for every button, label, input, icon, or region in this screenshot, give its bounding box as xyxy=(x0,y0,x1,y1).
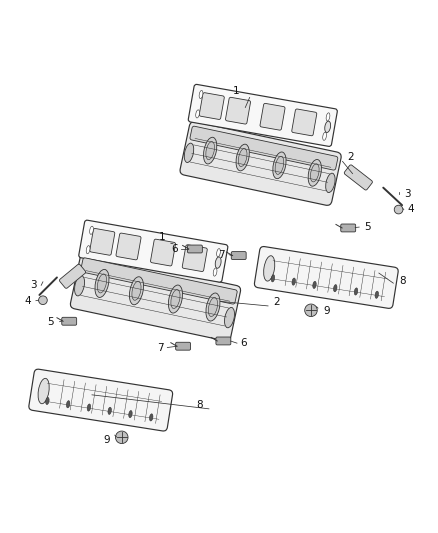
FancyBboxPatch shape xyxy=(176,342,191,350)
Text: 8: 8 xyxy=(399,276,406,286)
FancyBboxPatch shape xyxy=(231,252,246,260)
FancyBboxPatch shape xyxy=(341,224,356,232)
Ellipse shape xyxy=(238,149,247,166)
Ellipse shape xyxy=(394,205,403,214)
Ellipse shape xyxy=(184,143,194,163)
FancyBboxPatch shape xyxy=(60,264,86,288)
Ellipse shape xyxy=(375,291,378,298)
FancyBboxPatch shape xyxy=(71,253,240,341)
Ellipse shape xyxy=(264,256,275,281)
FancyBboxPatch shape xyxy=(260,103,285,130)
Ellipse shape xyxy=(326,173,335,192)
Ellipse shape xyxy=(236,144,249,171)
Ellipse shape xyxy=(97,274,106,293)
FancyBboxPatch shape xyxy=(199,93,224,119)
Ellipse shape xyxy=(87,404,91,411)
Ellipse shape xyxy=(213,268,217,276)
Ellipse shape xyxy=(271,274,275,282)
Text: 4: 4 xyxy=(407,204,414,214)
Ellipse shape xyxy=(90,226,93,235)
FancyBboxPatch shape xyxy=(188,84,337,147)
FancyBboxPatch shape xyxy=(187,245,202,253)
Text: 2: 2 xyxy=(273,297,280,308)
Ellipse shape xyxy=(129,410,132,418)
Ellipse shape xyxy=(325,121,331,133)
Ellipse shape xyxy=(308,159,321,186)
Text: 8: 8 xyxy=(196,400,203,410)
Ellipse shape xyxy=(311,164,319,182)
Ellipse shape xyxy=(275,156,284,174)
FancyBboxPatch shape xyxy=(180,122,341,205)
Ellipse shape xyxy=(67,401,70,408)
FancyBboxPatch shape xyxy=(182,245,207,271)
Ellipse shape xyxy=(217,248,220,257)
FancyBboxPatch shape xyxy=(216,337,231,345)
FancyBboxPatch shape xyxy=(190,126,338,170)
Ellipse shape xyxy=(215,257,221,268)
Ellipse shape xyxy=(354,288,358,295)
FancyBboxPatch shape xyxy=(254,247,398,309)
Text: 1: 1 xyxy=(233,86,240,96)
Ellipse shape xyxy=(305,304,317,317)
FancyBboxPatch shape xyxy=(79,220,228,282)
Ellipse shape xyxy=(149,414,153,421)
Text: 7: 7 xyxy=(218,249,225,260)
Ellipse shape xyxy=(333,285,337,292)
Text: 3: 3 xyxy=(30,280,37,290)
Ellipse shape xyxy=(292,278,296,285)
Text: 9: 9 xyxy=(103,435,110,446)
Text: 7: 7 xyxy=(157,343,164,352)
FancyBboxPatch shape xyxy=(151,239,176,266)
Text: 1: 1 xyxy=(159,232,166,242)
Ellipse shape xyxy=(108,407,111,414)
FancyBboxPatch shape xyxy=(292,109,317,136)
Ellipse shape xyxy=(326,113,330,121)
Text: 3: 3 xyxy=(404,189,411,199)
FancyBboxPatch shape xyxy=(344,165,372,190)
FancyBboxPatch shape xyxy=(62,317,77,325)
Ellipse shape xyxy=(116,431,128,443)
FancyBboxPatch shape xyxy=(90,229,115,255)
Text: 6: 6 xyxy=(171,244,178,254)
Ellipse shape xyxy=(199,91,203,99)
Ellipse shape xyxy=(169,285,183,313)
Ellipse shape xyxy=(313,281,316,288)
Ellipse shape xyxy=(95,269,109,297)
Ellipse shape xyxy=(323,132,326,140)
Text: 5: 5 xyxy=(364,222,371,232)
Text: 4: 4 xyxy=(25,296,32,305)
Ellipse shape xyxy=(273,152,286,179)
Ellipse shape xyxy=(86,246,90,254)
Ellipse shape xyxy=(206,142,215,160)
Ellipse shape xyxy=(38,378,49,403)
Ellipse shape xyxy=(132,281,141,300)
Ellipse shape xyxy=(46,398,49,405)
Text: 2: 2 xyxy=(347,152,354,162)
FancyBboxPatch shape xyxy=(116,233,141,260)
Ellipse shape xyxy=(206,293,220,321)
Ellipse shape xyxy=(39,296,47,304)
FancyBboxPatch shape xyxy=(226,98,251,124)
Ellipse shape xyxy=(171,289,180,309)
Ellipse shape xyxy=(225,308,234,328)
FancyBboxPatch shape xyxy=(81,258,237,304)
Text: 6: 6 xyxy=(240,338,247,348)
Ellipse shape xyxy=(196,110,199,118)
Text: 9: 9 xyxy=(323,306,330,316)
Ellipse shape xyxy=(204,138,217,164)
Ellipse shape xyxy=(208,297,218,317)
FancyBboxPatch shape xyxy=(29,369,173,431)
Ellipse shape xyxy=(74,276,85,296)
Text: 5: 5 xyxy=(47,317,54,327)
Ellipse shape xyxy=(130,277,144,305)
